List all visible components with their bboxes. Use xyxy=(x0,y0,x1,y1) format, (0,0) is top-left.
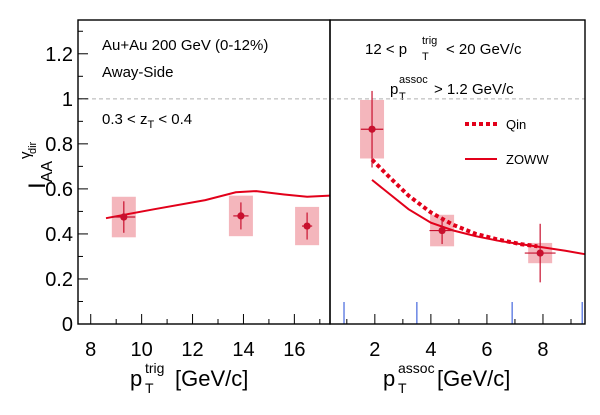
y-axis-tick-labels: 0 0.2 0.4 0.6 0.8 1 1.2 xyxy=(45,30,88,336)
svg-text:p: p xyxy=(130,366,142,391)
right-point-2 xyxy=(536,249,544,257)
y-axis-title-sub: AA xyxy=(39,161,56,183)
right-x-tick-label-3: 8 xyxy=(537,339,548,361)
left-x-tick-label-1: 10 xyxy=(131,339,153,361)
right-annotation-trig-post: < 20 GeV/c xyxy=(446,41,522,58)
left-panel: 8 10 12 14 16 xyxy=(77,19,331,361)
y-tick-label-6: 1.2 xyxy=(45,44,73,66)
y-tick-label-3: 0.6 xyxy=(45,179,73,201)
left-x-tick-label-4: 16 xyxy=(283,339,305,361)
right-panel: 2 4 6 8 xyxy=(329,19,586,361)
right-annotation-assoc-sup: assoc xyxy=(399,74,428,86)
right-point-0 xyxy=(368,125,376,133)
svg-text:T: T xyxy=(398,380,407,396)
legend-qin-label: Qin xyxy=(506,117,526,132)
left-x-tick-label-0: 8 xyxy=(85,339,96,361)
left-annotation-zt: 0.3 < zT < 0.4 xyxy=(102,111,192,131)
right-annotation-trig: 12 < p xyxy=(365,41,407,58)
right-x-tick-label-1: 4 xyxy=(425,339,436,361)
left-x-tick-label-3: 14 xyxy=(232,339,254,361)
y-axis-title-superscript-sub: dir xyxy=(27,141,39,154)
right-x-axis-title: p T assoc [GeV/c] xyxy=(383,360,510,396)
legend: Qin ZOWW xyxy=(465,117,549,167)
right-annotation-assoc: p xyxy=(390,81,398,98)
legend-zoww-label: ZOWW xyxy=(506,152,549,167)
svg-text:[GeV/c]: [GeV/c] xyxy=(175,366,248,391)
right-annotation-trig-sup: trig xyxy=(422,35,437,47)
right-curve-qin xyxy=(370,158,538,249)
y-axis-title: IAA xyxy=(24,161,56,189)
left-x-tick-label-2: 12 xyxy=(181,339,203,361)
svg-text:p: p xyxy=(383,366,395,391)
left-point-0 xyxy=(120,213,128,221)
right-x-tick-label-0: 2 xyxy=(369,339,380,361)
y-axis-title-superscript: γ xyxy=(17,151,34,159)
svg-text:trig: trig xyxy=(145,360,164,376)
svg-text:[GeV/c]: [GeV/c] xyxy=(437,366,510,391)
left-annotation-system: Au+Au 200 GeV (0-12%) xyxy=(102,37,268,54)
svg-text:T: T xyxy=(145,380,154,396)
left-point-2 xyxy=(303,222,311,230)
right-point-1 xyxy=(438,226,446,235)
y-tick-label-4: 0.8 xyxy=(45,134,73,156)
left-point-1 xyxy=(237,212,245,220)
y-tick-label-2: 0.4 xyxy=(45,224,73,246)
right-curve-zoww xyxy=(371,179,586,256)
svg-text:assoc: assoc xyxy=(398,360,435,376)
right-x-tick-label-2: 6 xyxy=(481,339,492,361)
y-tick-label-5: 1 xyxy=(62,89,73,111)
left-curve-zoww xyxy=(105,190,331,220)
y-tick-label-0: 0 xyxy=(62,314,73,336)
right-frame xyxy=(329,19,586,325)
left-annotation-side: Away-Side xyxy=(102,64,173,81)
right-annotation-trig-sub: T xyxy=(422,51,429,63)
y-tick-label-1: 0.2 xyxy=(45,269,73,291)
right-annotation-assoc-post: > 1.2 GeV/c xyxy=(434,81,514,98)
y-axis-title-sup: γ xyxy=(17,151,34,159)
svg-text:IAA: IAA xyxy=(24,161,56,189)
y-axis-title-main: I xyxy=(24,182,51,189)
left-x-axis-title: p T trig [GeV/c] xyxy=(130,360,248,396)
right-annotation-assoc-sub: T xyxy=(399,91,406,103)
y-axis-title-supsub: dir xyxy=(27,141,39,154)
